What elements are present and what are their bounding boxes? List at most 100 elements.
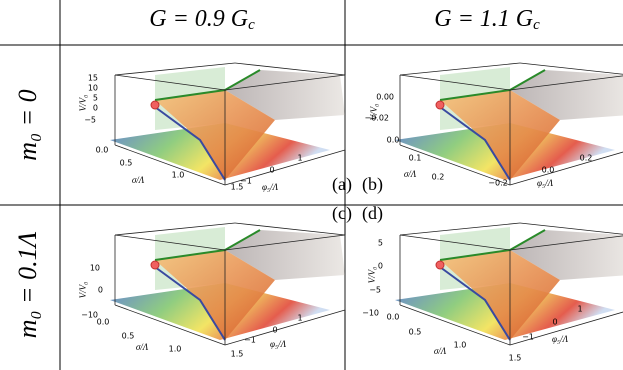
valley-line — [439, 106, 511, 181]
z-tick-label: 10 — [88, 84, 98, 93]
phi-tick-label: 0 — [272, 326, 277, 335]
orange-surface — [155, 90, 275, 180]
phi-tick-label: 1 — [297, 154, 302, 163]
z-tick-label: 0 — [93, 104, 98, 113]
sigma-tick-label: 1.5 — [509, 354, 522, 363]
minimum-marker — [150, 100, 160, 110]
grey-surface — [510, 230, 623, 280]
z-axis-label: V/V₀ — [367, 267, 377, 284]
box-edge — [399, 304, 511, 346]
box-edge — [224, 309, 346, 346]
box-edge — [224, 234, 346, 251]
column-header: G = 0.9 Gc — [149, 6, 255, 34]
header-sub: c — [533, 17, 540, 33]
phi-tick-label: 1 — [297, 314, 302, 323]
valley-line — [154, 266, 226, 341]
phi-tick-label: −1 — [244, 336, 256, 345]
z-tick-label: 5 — [93, 94, 98, 103]
grey-surface — [225, 230, 345, 280]
z-tick-label: 10 — [90, 264, 100, 273]
box-edge — [519, 62, 623, 75]
panel-label: (a) — [332, 174, 352, 195]
sigma-tick-label: 1.0 — [172, 171, 185, 180]
phi-tick-label: −1 — [240, 177, 252, 186]
row-header: m₀ = 0 — [13, 89, 42, 160]
box-edge — [399, 144, 511, 186]
phi-tick-label: 0.0 — [542, 166, 555, 175]
panel-label: (d) — [362, 203, 383, 224]
sigma-tick-label: 0.1 — [409, 154, 422, 163]
box-edge — [234, 62, 346, 76]
box-edge — [399, 222, 521, 236]
sigma-axis-label: σ/Λ — [132, 175, 145, 185]
box-edge — [234, 222, 346, 236]
sigma-axis-label: σ/Λ — [136, 342, 149, 352]
box-edge — [399, 62, 521, 76]
box-edge — [509, 151, 623, 186]
grey-surface — [510, 70, 623, 120]
minimum-marker — [150, 260, 160, 270]
valley-line — [439, 266, 511, 341]
minimum-marker — [435, 100, 445, 110]
sigma-axis-label: σ/Λ — [404, 169, 417, 179]
sigma-tick-label: 0.0 — [96, 146, 109, 155]
sigma-tick-label: 0.0 — [387, 136, 400, 145]
plot-panel: (d) V/V₀ 5 0 −5 −10 σ/Λ 0.0 0.5 1.0 1.5 φ₅/Λ 1 0 −1 — [362, 203, 623, 363]
header-text: G = 0.9 G — [149, 6, 248, 32]
box-edge — [114, 222, 236, 236]
z-tick-label: 5 — [378, 239, 383, 248]
sigma-tick-label: 1.0 — [454, 341, 467, 350]
orange-surface — [440, 250, 560, 340]
box-edge — [509, 75, 623, 91]
valley-line — [154, 106, 226, 181]
z-axis-label: V/V₀ — [78, 95, 88, 112]
z-tick-label: −10 — [362, 309, 379, 318]
phi-tick-label: 0 — [552, 318, 557, 327]
header-sub: c — [248, 17, 255, 33]
box-edge — [114, 304, 226, 346]
z-tick-label: 0 — [98, 286, 103, 295]
plot-panel: (b) V/V₀ 0.00 −0.02 σ/Λ 0.0 0.1 0.2 φ₅/Λ 0.2 0.0 −0… — [362, 62, 623, 195]
minimum-marker — [435, 260, 445, 270]
sigma-tick-label: 0.0 — [97, 318, 110, 327]
sigma-tick-label: 1.5 — [231, 350, 244, 359]
sigma-tick-label: 0.2 — [432, 173, 445, 182]
box-edge — [509, 235, 623, 251]
box-edge — [114, 234, 226, 251]
orange-surface — [440, 90, 560, 180]
z-axis-label: V/V₀ — [78, 282, 88, 299]
sigma-tick-label: 0.0 — [387, 313, 400, 322]
phi-tick-label: −0.2 — [488, 179, 507, 188]
phi-tick-label: −1 — [522, 333, 534, 342]
z-tick-label: 0.00 — [376, 93, 394, 102]
z-tick-label: 0 — [378, 262, 383, 271]
sigma-tick-label: 1.5 — [231, 183, 244, 192]
box-edge — [114, 62, 236, 76]
box-edge — [399, 74, 511, 91]
box-edge — [519, 222, 623, 235]
z-tick-label: −10 — [81, 311, 98, 320]
sigma-tick-label: 0.5 — [409, 328, 422, 337]
column-header: G = 1.1 Gc — [434, 6, 540, 34]
panel-label: (c) — [332, 203, 352, 224]
phi-axis-label: φ₅/Λ — [552, 334, 569, 344]
z-tick-label: 15 — [88, 74, 98, 83]
box-edge — [224, 149, 346, 186]
z-tick-label: −5 — [369, 286, 381, 295]
orange-surface — [155, 250, 275, 340]
header-text: G = 1.1 G — [434, 6, 533, 32]
box-edge — [399, 234, 511, 251]
grey-surface — [225, 70, 345, 120]
panel-label: (b) — [362, 174, 383, 195]
box-edge — [114, 74, 226, 91]
sigma-axis-label: σ/Λ — [434, 346, 447, 356]
phi-axis-label: φ₅/Λ — [270, 339, 287, 349]
z-tick-label: −0.02 — [364, 114, 389, 123]
sigma-tick-label: 0.5 — [120, 159, 133, 168]
sigma-tick-label: 1.0 — [169, 345, 182, 354]
box-edge — [509, 311, 623, 346]
box-edge — [224, 74, 346, 91]
